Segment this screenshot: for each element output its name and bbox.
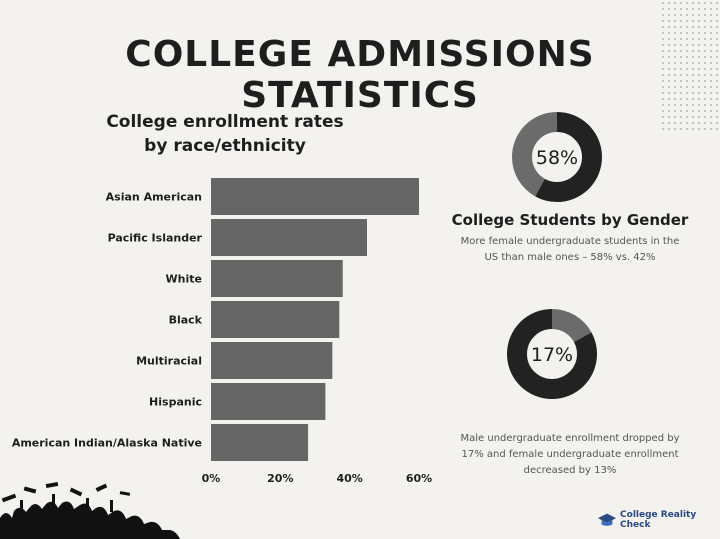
category-label-hispanic: Hispanic — [149, 396, 202, 409]
donut-segment — [507, 309, 597, 399]
page-title: COLLEGE ADMISSIONS STATISTICS — [125, 34, 595, 116]
bar-white — [211, 260, 343, 297]
donut-center-label: 17% — [531, 344, 573, 366]
donut-gender: 58% — [510, 110, 604, 208]
decorative-dot-pattern — [660, 0, 720, 130]
bar-multiracial — [211, 342, 333, 379]
x-tick-label: 60% — [406, 472, 432, 485]
donut-gender-title: College Students by Gender — [451, 211, 689, 229]
bar-pacific-islander — [211, 219, 367, 256]
donut-drop: 17% — [505, 307, 599, 405]
bar-chart: Asian American Pacific Islander White Black… — [12, 178, 432, 485]
bar-asian-american — [211, 178, 419, 215]
bar-hispanic — [211, 383, 326, 420]
bar-chart-title: College enrollment rates by race/ethnici… — [60, 110, 390, 158]
bar-chart-title-line-1: College enrollment rates — [106, 112, 344, 132]
category-label-multiracial: Multiracial — [136, 355, 202, 368]
donut-segment — [512, 112, 602, 202]
x-tick-label: 20% — [267, 472, 293, 485]
x-tick-label: 0% — [202, 472, 221, 485]
bar-american-indian-alaska-native — [211, 424, 309, 461]
brand-logo: College Reality Check — [597, 510, 720, 530]
donut-drop-caption: Male undergraduate enrollment dropped by… — [460, 433, 680, 476]
category-label-american-indian-alaska-native: American Indian/Alaska Native — [12, 437, 202, 450]
x-tick-label: 40% — [336, 472, 362, 485]
donut-gender-caption: More female undergraduate students in th… — [460, 236, 680, 263]
category-label-white: White — [166, 273, 202, 286]
bar-black — [211, 301, 340, 338]
category-label-pacific-islander: Pacific Islander — [108, 232, 203, 245]
graduates-silhouette-image — [0, 481, 180, 539]
graduation-cap-icon — [597, 513, 617, 526]
donut-center-label: 58% — [536, 147, 578, 169]
brand-name: College Reality Check — [620, 510, 697, 530]
category-label-asian-american: Asian American — [106, 191, 202, 204]
bar-chart-title-line-2: by race/ethnicity — [144, 136, 306, 156]
category-label-black: Black — [169, 314, 203, 327]
